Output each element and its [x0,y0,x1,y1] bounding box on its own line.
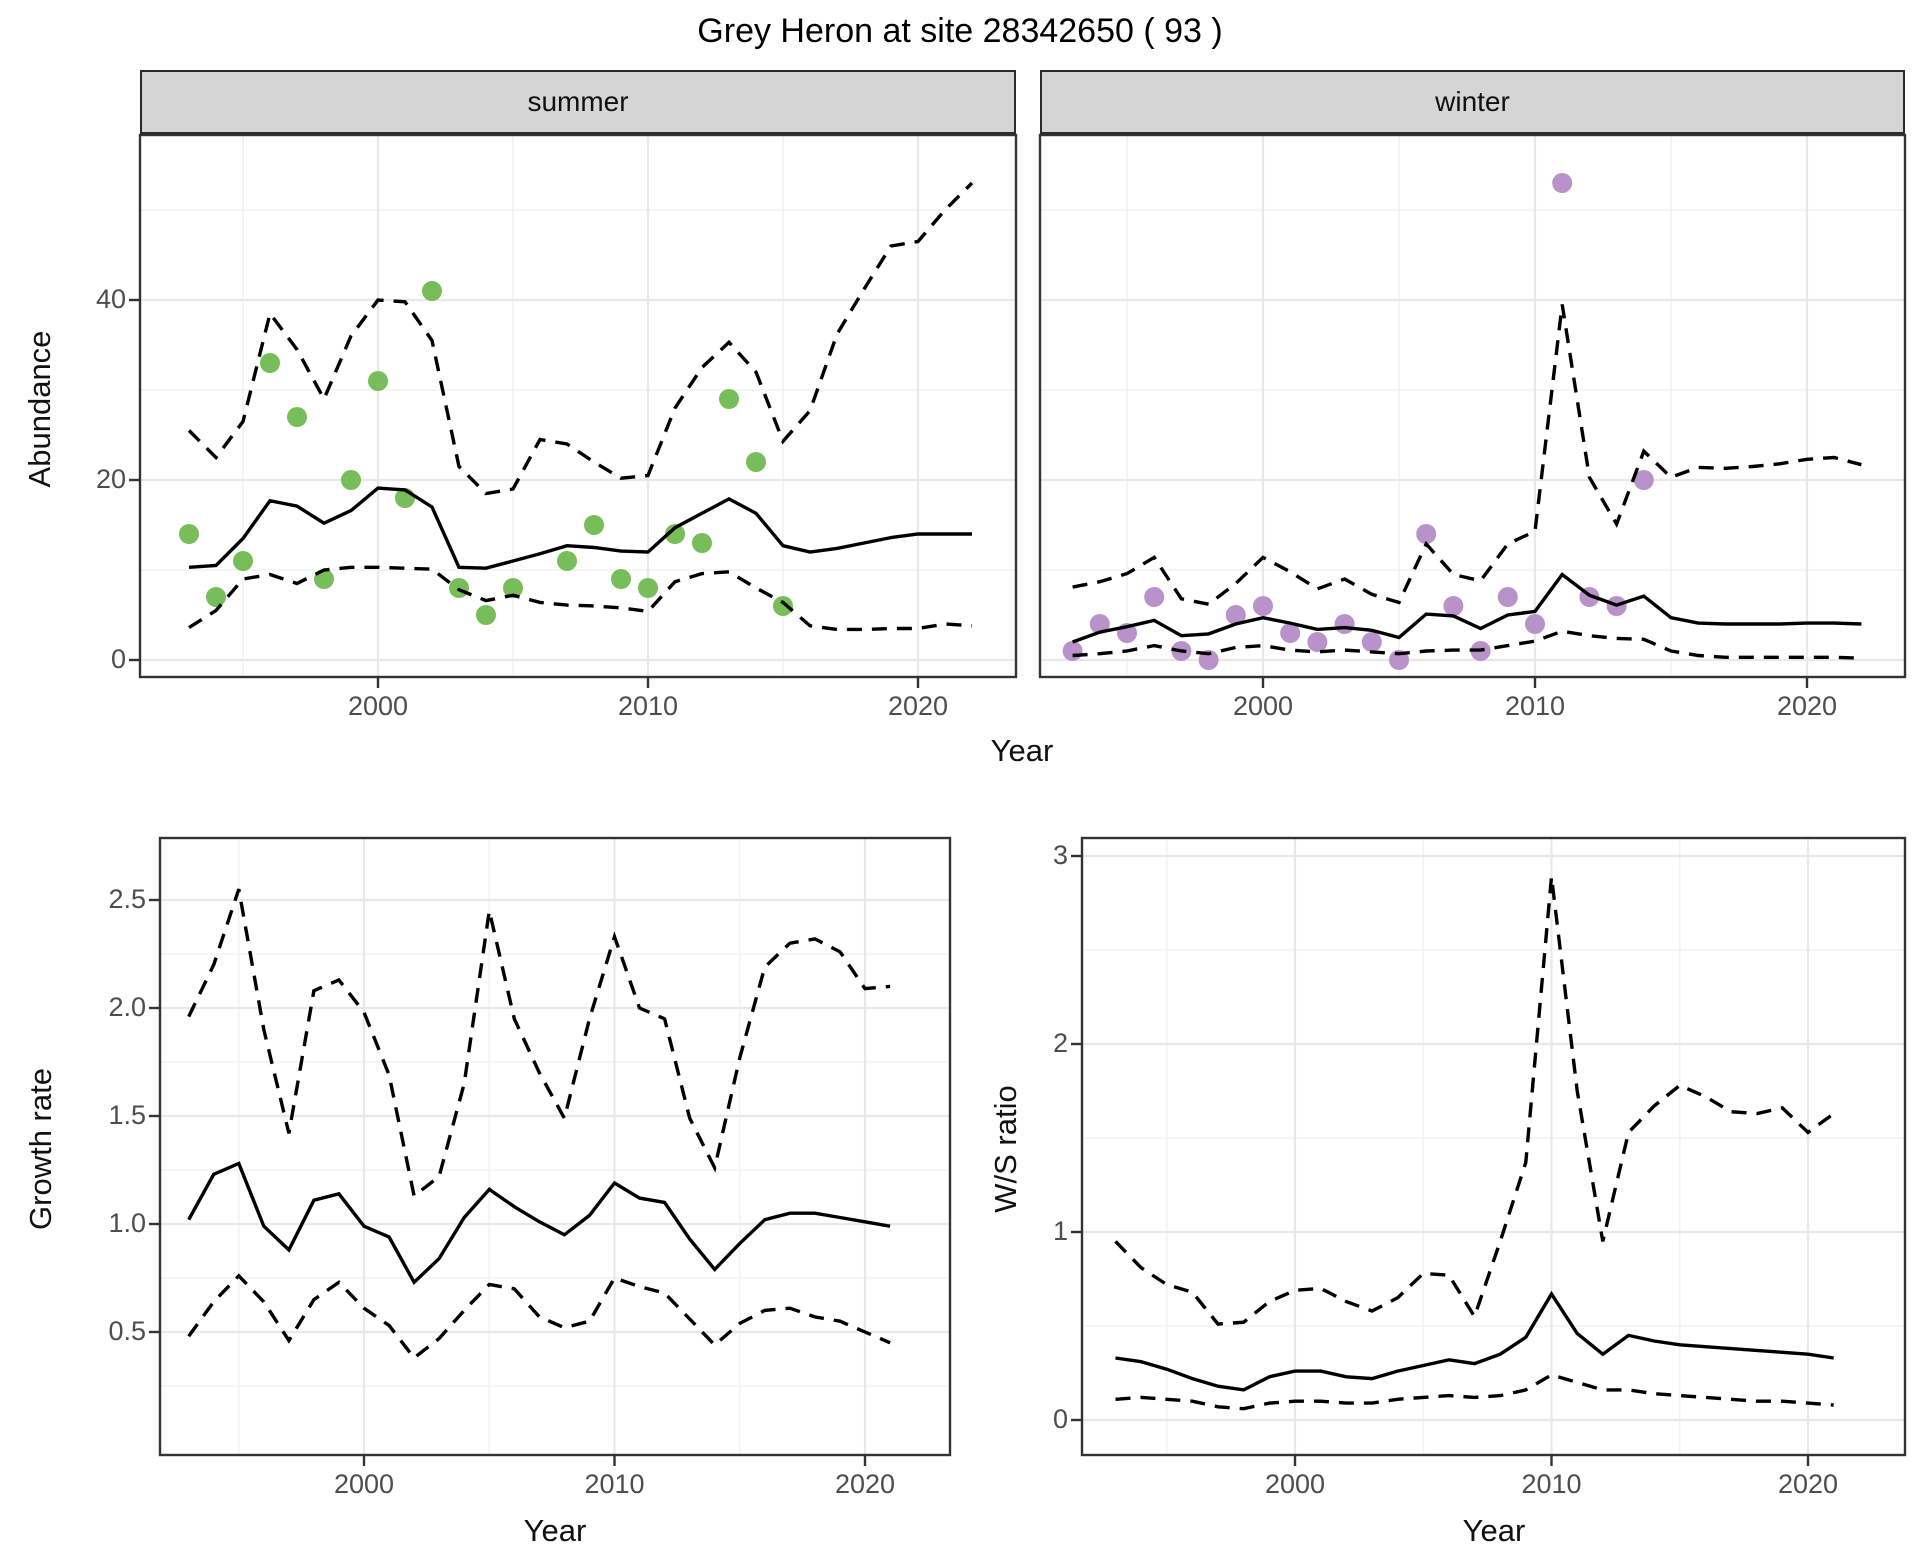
upper-ci-line [1114,876,1835,1326]
data-point [1280,623,1301,643]
x-tick-label: 2020 [1777,1469,1839,1499]
data-point [1225,605,1246,625]
data-point [719,389,739,409]
y-tick-label: 0.5 [108,1316,146,1346]
panel-ws-ratio [1082,838,1905,1455]
data-point [611,569,631,589]
x-tick-label: 2000 [1232,691,1294,721]
panel-growth-rate [160,838,950,1455]
y-tick-label: 40 [95,284,126,314]
data-point [1089,614,1110,634]
data-point [206,587,226,607]
data-point [1144,587,1165,607]
fit-line [1072,572,1862,644]
data-point [1497,587,1518,607]
data-point [260,353,280,373]
data-point [179,524,199,544]
data-point [1443,596,1464,616]
y-tick-label: 20 [95,464,126,494]
data-point [368,371,388,391]
x-tick-label: 2010 [617,691,679,721]
y-tick-label: 2.5 [108,884,146,914]
data-point [1062,641,1083,661]
chart-title: Grey Heron at site 28342650 ( 93 ) [697,12,1223,50]
facet-strip-winter: winter [1040,70,1905,134]
x-tick-label: 2000 [1264,1469,1326,1499]
data-point [1361,632,1382,652]
fit-line [1115,1290,1834,1392]
x-axis-title-year-top: Year [990,733,1054,768]
data-point [503,578,523,598]
data-point [1253,596,1273,616]
x-tick-label: 2020 [834,1469,896,1499]
data-point [1307,632,1328,652]
y-tick-label: 1.5 [108,1100,146,1130]
data-point [1525,614,1545,634]
data-point [476,605,496,625]
data-point [1416,524,1437,544]
data-point [1198,650,1219,670]
data-point [746,452,766,472]
facet-strip-winter-label: winter [1435,86,1510,117]
x-tick-label: 2000 [333,1469,395,1499]
x-tick-label: 2010 [584,1469,645,1499]
data-point [1334,614,1355,634]
x-tick-label: 2010 [1504,691,1566,721]
upper-ci-line [1072,304,1862,607]
panel-winter-abundance [1040,135,1905,677]
lower-ci-line [188,565,973,632]
y-tick-label: 1.0 [108,1208,146,1238]
data-point [1633,470,1654,490]
data-point [692,533,712,553]
x-tick-label: 2020 [1776,691,1838,721]
data-point [638,578,658,598]
lower-ci-line [187,1273,891,1361]
lower-ci-line [1115,1373,1834,1411]
y-tick-label: 0 [110,644,126,674]
x-axis-title-year-bottom-left: Year [523,1513,587,1548]
upper-ci-line [187,181,974,496]
panel-border [1080,836,1907,1457]
x-tick-label: 2000 [347,691,409,721]
panel-summer-abundance [140,135,1016,677]
data-point [422,281,442,301]
facet-strip-summer: summer [140,70,1016,134]
data-point [584,515,604,535]
panel-border [1038,133,1907,679]
data-point [557,551,577,571]
fit-line [188,486,972,570]
upper-ci-line [187,888,891,1199]
fit-line [187,1161,891,1286]
y-tick-label: 0 [1052,1404,1068,1434]
panel-border [158,836,952,1457]
x-tick-label: 2020 [887,691,949,721]
data-point [1552,173,1573,193]
facet-strip-summer-label: summer [527,86,629,117]
lower-ci-line [1072,629,1862,660]
x-tick-label: 2010 [1521,1469,1582,1499]
data-point [665,524,685,544]
observed-points [179,281,793,625]
panel-border [138,133,1018,679]
data-point [341,470,361,490]
data-point [287,407,307,427]
data-point [233,551,253,571]
y-tick-label: 2.0 [108,992,146,1022]
y-tick-label: 3 [1052,840,1068,870]
x-axis-title-year-bottom-right: Year [1462,1513,1526,1548]
data-point [1389,650,1409,670]
y-tick-label: 2 [1052,1028,1068,1058]
y-tick-label: 1 [1052,1216,1068,1246]
data-point [773,596,793,616]
